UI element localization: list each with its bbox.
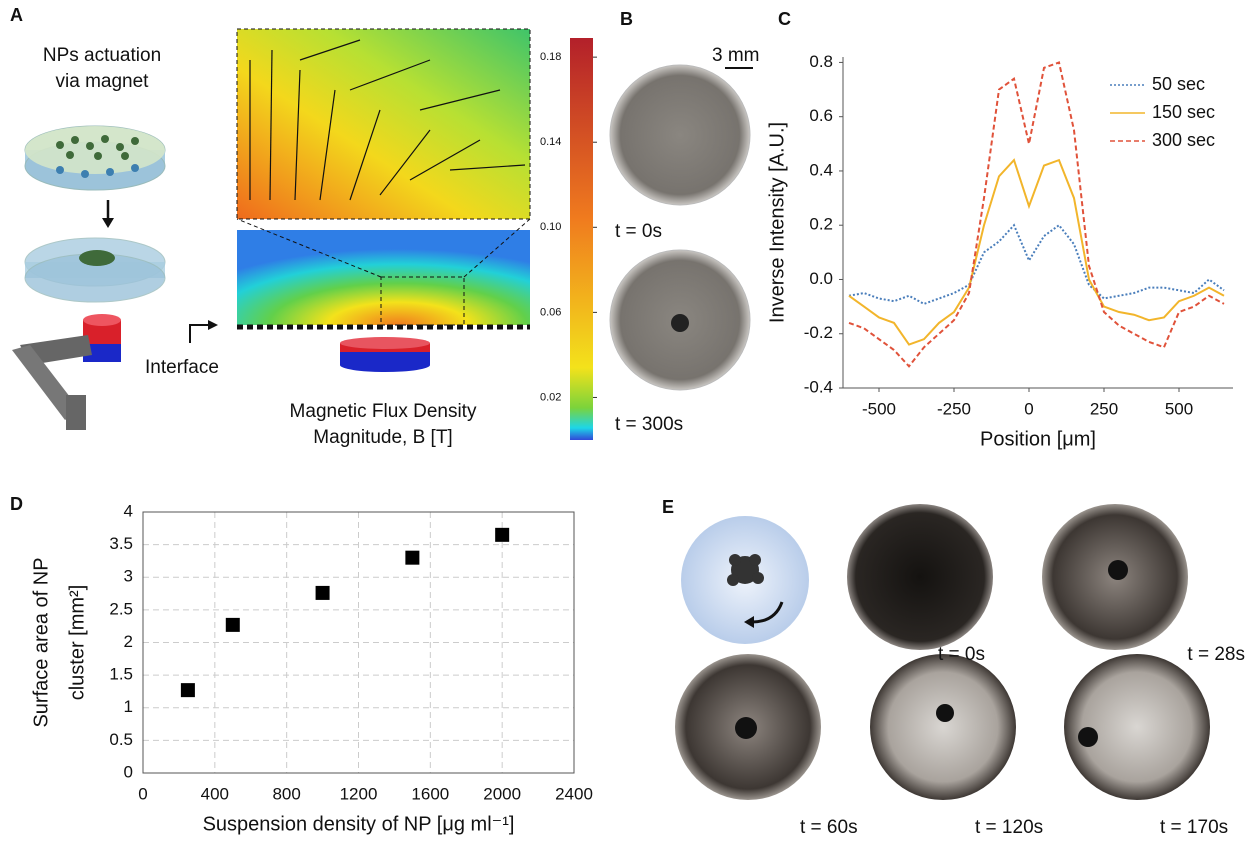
series-line <box>848 223 1225 305</box>
x-tick-label: 2000 <box>483 784 521 803</box>
point <box>180 683 195 698</box>
panel-letter: D <box>10 494 23 514</box>
x-axis-title: Suspension density of NP [μg ml⁻¹] <box>203 813 515 835</box>
y-tick-label: 4 <box>124 501 133 520</box>
x-axis-title: Position [μm] <box>980 428 1096 450</box>
colorbar-tick-label: 0.14 <box>540 136 561 148</box>
caption: via magnet <box>56 71 150 92</box>
y-tick-label: 0.6 <box>809 106 833 125</box>
x-tick-label: 400 <box>201 784 229 803</box>
time-label: t = 300s <box>615 414 683 435</box>
y-tick-label: 0 <box>124 762 133 781</box>
interface-label: Interface <box>145 357 219 378</box>
y-axis-title: Inverse Intensity [A.U.] <box>766 122 788 323</box>
y-tick-label: -0.2 <box>804 323 833 342</box>
y-tick-label: 2.5 <box>109 599 133 618</box>
y-tick-label: 0.5 <box>109 730 133 749</box>
point <box>315 585 330 600</box>
time-label: t = 28s <box>1187 644 1245 665</box>
x-tick-label: -500 <box>862 399 896 418</box>
panel-letter: C <box>778 9 791 29</box>
x-tick-label: 800 <box>272 784 300 803</box>
x-tick-label: 0 <box>1024 399 1033 418</box>
y-tick-label: 2 <box>124 632 133 651</box>
time-label: t = 0s <box>615 221 662 242</box>
y-tick-label: 0.8 <box>809 52 833 71</box>
x-tick-label: 1600 <box>411 784 449 803</box>
scale-label: 3 mm <box>712 45 760 66</box>
panel-e-images <box>675 504 1210 800</box>
y-tick-label: 0.2 <box>809 215 833 234</box>
x-tick-label: 1200 <box>340 784 378 803</box>
y-tick-label: 1 <box>124 697 133 716</box>
y-tick-label: -0.4 <box>804 377 833 396</box>
time-label: t = 170s <box>1160 817 1228 838</box>
y-tick-label: 3.5 <box>109 534 133 553</box>
y-tick-label: 0.0 <box>809 269 833 288</box>
x-tick-label: 250 <box>1090 399 1118 418</box>
point <box>225 617 240 632</box>
legend-label: 50 sec <box>1152 74 1205 94</box>
panel-b-images <box>609 64 753 391</box>
x-tick-label: -250 <box>937 399 971 418</box>
colorbar-tick-label: 0.10 <box>540 221 561 233</box>
plot-frame <box>142 511 575 774</box>
colorbar-title: Magnitude, B [T] <box>313 427 452 448</box>
point <box>405 550 420 565</box>
panel-a-illustration <box>12 28 593 440</box>
time-label: t = 0s <box>938 644 985 665</box>
colorbar-tick-label: 0.02 <box>540 391 561 403</box>
series-line <box>848 61 1225 368</box>
panel-letter: A <box>10 5 23 25</box>
y-tick-label: 0.4 <box>809 160 833 179</box>
y-tick-label: 1.5 <box>109 665 133 684</box>
x-tick-label: 0 <box>138 784 147 803</box>
x-tick-label: 2400 <box>555 784 593 803</box>
time-label: t = 120s <box>975 817 1043 838</box>
series-line <box>848 158 1225 346</box>
colorbar-title: Magnetic Flux Density <box>290 401 477 422</box>
panel-letter: B <box>620 9 633 29</box>
y-tick-label: 3 <box>124 567 133 586</box>
legend-label: 150 sec <box>1152 102 1215 122</box>
y-axis-title: cluster [mm²] <box>66 585 88 701</box>
colorbar-tick-label: 0.06 <box>540 306 561 318</box>
caption: NPs actuation <box>43 45 161 66</box>
point <box>495 527 510 542</box>
x-tick-label: 500 <box>1165 399 1193 418</box>
legend-label: 300 sec <box>1152 130 1215 150</box>
panel-letter: E <box>662 497 674 517</box>
colorbar-tick-label: 0.18 <box>540 51 561 63</box>
y-axis-title: Surface area of NP <box>30 557 52 727</box>
time-label: t = 60s <box>800 817 858 838</box>
